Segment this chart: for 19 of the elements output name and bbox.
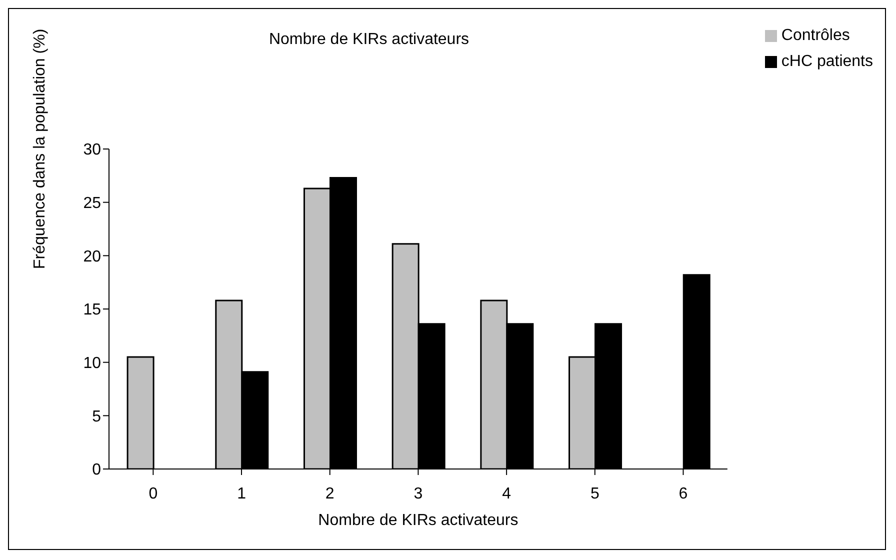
x-tick-label: 4 [502, 485, 512, 502]
x-tick-label: 0 [148, 485, 158, 502]
y-tick-label: 0 [92, 462, 102, 479]
legend-label: Contrôles [781, 27, 850, 44]
y-tick-label: 20 [83, 248, 102, 266]
y-tick-label: 15 [83, 302, 102, 319]
legend-label: cHC patients [781, 53, 873, 70]
y-axis-title: Fréquence dans la population (%) [32, 28, 49, 269]
y-tick-label: 30 [83, 142, 102, 159]
y-tick-label: 10 [83, 355, 102, 372]
y-tick-label: 25 [83, 195, 102, 212]
x-tick-label: 5 [590, 485, 600, 502]
x-axis-title: Nombre de KIRs activateurs [318, 512, 518, 529]
x-tick-label: 6 [678, 485, 688, 502]
chart-title: Nombre de KIRs activateurs [268, 31, 470, 48]
x-tick-label: 3 [414, 485, 423, 502]
x-tick-label: 1 [237, 485, 246, 502]
x-tick-label: 2 [325, 485, 334, 502]
y-tick-label: 5 [92, 408, 102, 426]
